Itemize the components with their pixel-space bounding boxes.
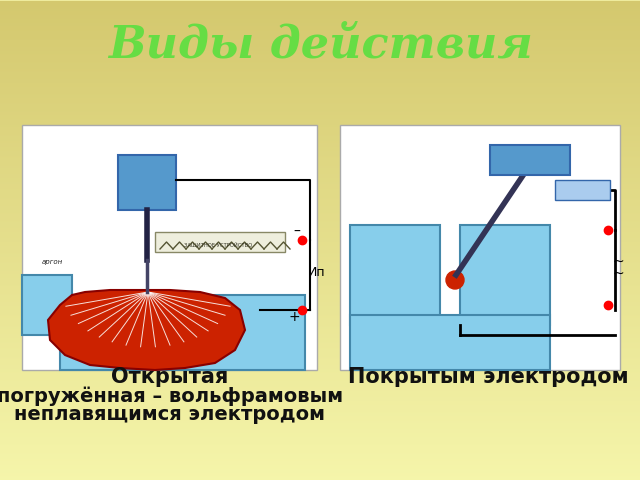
Circle shape (446, 271, 464, 289)
FancyBboxPatch shape (22, 275, 72, 335)
Text: –: – (293, 225, 300, 239)
FancyBboxPatch shape (118, 155, 176, 210)
Polygon shape (555, 180, 610, 200)
FancyBboxPatch shape (350, 225, 440, 325)
Text: Виды действия: Виды действия (108, 24, 532, 67)
FancyBboxPatch shape (350, 315, 550, 370)
FancyBboxPatch shape (155, 232, 285, 252)
Text: ЗАЩИТНОЕ УСТРОЙСТВО: ЗАЩИТНОЕ УСТРОЙСТВО (184, 241, 252, 247)
Text: ~
~: ~ ~ (613, 255, 625, 281)
Polygon shape (490, 145, 570, 175)
Text: аргон: аргон (42, 259, 63, 265)
Text: Ип: Ип (308, 266, 326, 279)
FancyBboxPatch shape (60, 295, 305, 370)
Text: +: + (289, 310, 300, 324)
FancyBboxPatch shape (340, 125, 620, 370)
Text: погружённая – вольфрамовым: погружённая – вольфрамовым (0, 386, 343, 406)
FancyBboxPatch shape (460, 225, 550, 325)
Text: неплавящимся электродом: неплавящимся электродом (15, 405, 326, 423)
Polygon shape (48, 290, 245, 370)
FancyBboxPatch shape (22, 125, 317, 370)
Text: Открытая: Открытая (111, 367, 228, 387)
Text: Покрытым электродом: Покрытым электродом (348, 367, 628, 387)
